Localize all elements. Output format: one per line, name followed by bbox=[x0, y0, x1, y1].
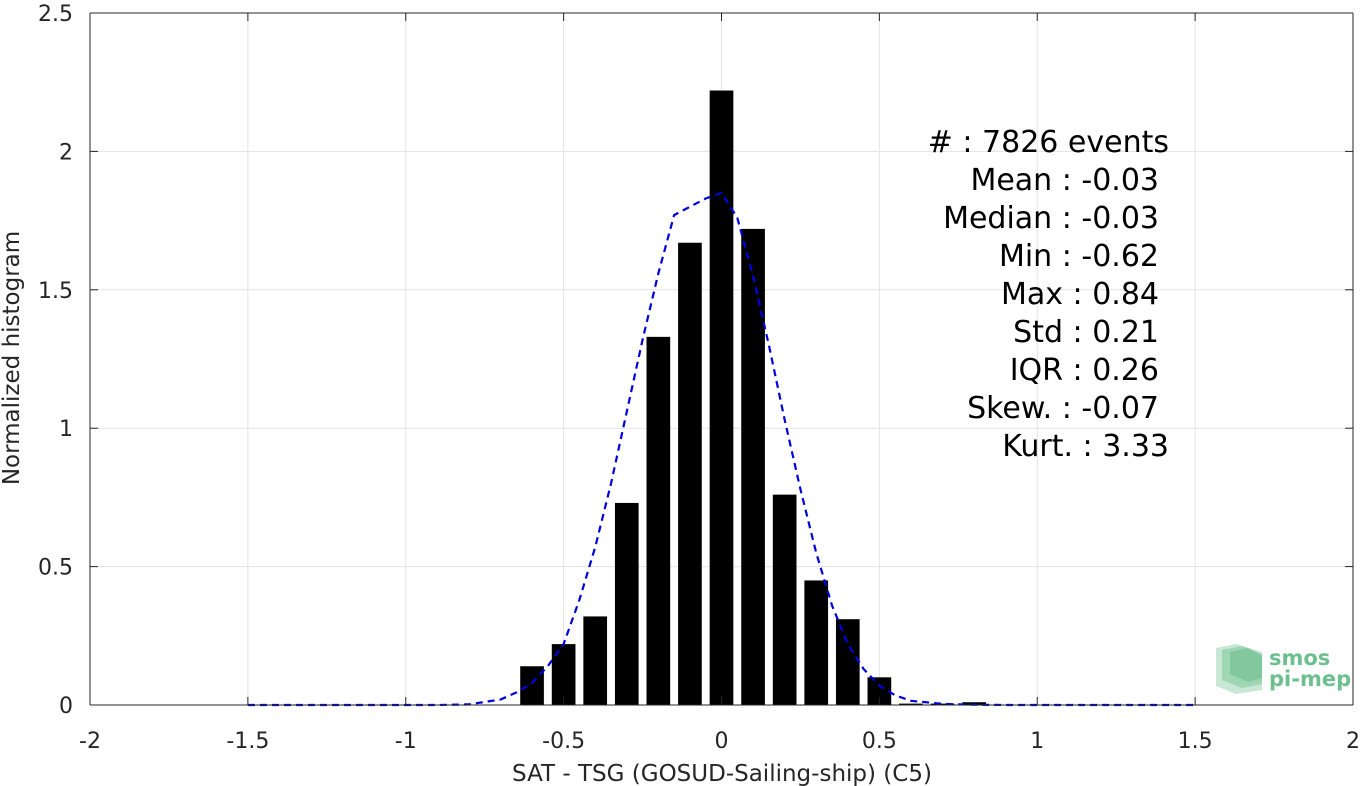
histogram-bars bbox=[520, 90, 986, 706]
x-tick-label: -1.5 bbox=[226, 729, 269, 754]
smos-pi-mep-logo: smos pi-mep bbox=[1216, 644, 1351, 694]
y-tick-label: 1.5 bbox=[38, 279, 73, 304]
x-tick-label: 1.5 bbox=[1178, 729, 1213, 754]
tick-labels: -2 -1.5 -1 -0.5 0 0.5 1 1.5 2 0 0.5 1 1.5 2 2.5 bbox=[38, 2, 1360, 754]
histogram-bar bbox=[772, 494, 797, 705]
stat-line: Median : -0.03 bbox=[943, 201, 1159, 236]
histogram-bar bbox=[709, 90, 734, 705]
y-tick-label: 1 bbox=[59, 417, 73, 442]
stat-line: Skew. : -0.07 bbox=[967, 391, 1159, 426]
histogram-bar bbox=[741, 228, 765, 706]
histogram-bar bbox=[835, 619, 860, 705]
logo-text-smos: smos bbox=[1269, 646, 1330, 670]
stat-line: Max : 0.84 bbox=[1001, 277, 1159, 312]
histogram-bar bbox=[551, 644, 576, 705]
x-tick-label: 0.5 bbox=[862, 729, 897, 754]
x-tick-label: -2 bbox=[79, 729, 101, 754]
x-tick-label: -0.5 bbox=[542, 729, 585, 754]
histogram-bar bbox=[804, 580, 829, 705]
y-axis-label: Normalized histogram bbox=[0, 231, 25, 485]
stat-line: IQR : 0.26 bbox=[1010, 353, 1159, 388]
stat-line: Min : -0.62 bbox=[999, 239, 1159, 274]
logo-text-pi-mep: pi-mep bbox=[1269, 667, 1351, 691]
y-tick-label: 2.5 bbox=[38, 2, 73, 27]
histogram-bar bbox=[678, 242, 702, 705]
histogram-bar bbox=[583, 616, 608, 705]
histogram-bar bbox=[520, 666, 544, 705]
histogram-bar bbox=[614, 502, 639, 705]
y-tick-label: 0.5 bbox=[38, 556, 73, 581]
x-tick-label: 1 bbox=[1030, 729, 1044, 754]
y-tick-label: 2 bbox=[59, 140, 73, 165]
histogram-bar bbox=[646, 336, 671, 705]
x-tick-label: -1 bbox=[395, 729, 417, 754]
stat-line: Kurt. : 3.33 bbox=[1002, 429, 1169, 464]
histogram-bar bbox=[930, 703, 955, 705]
axes bbox=[89, 12, 1354, 706]
histogram-bar bbox=[899, 703, 923, 705]
x-axis-label: SAT - TSG (GOSUD-Sailing-ship) (C5) bbox=[512, 761, 932, 786]
logo-mark-icon bbox=[1216, 644, 1262, 694]
x-tick-label: 0 bbox=[715, 729, 729, 754]
x-tick-label: 2 bbox=[1346, 729, 1360, 754]
y-tick-label: 0 bbox=[59, 694, 73, 719]
stat-line: Std : 0.21 bbox=[1013, 315, 1159, 350]
stat-line: # : 7826 events bbox=[928, 125, 1169, 160]
stat-line: Mean : -0.03 bbox=[970, 163, 1159, 198]
histogram-bar bbox=[867, 677, 892, 705]
